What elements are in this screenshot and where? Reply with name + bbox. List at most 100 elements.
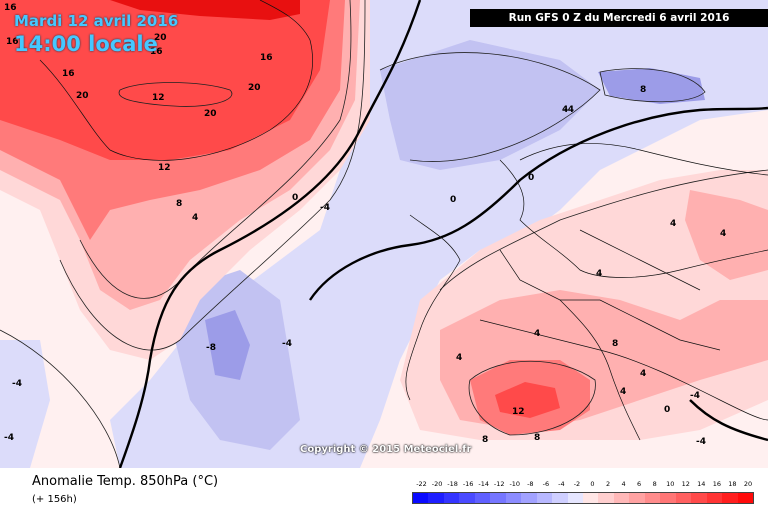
legend-color-swatch: [459, 493, 475, 503]
legend-tick-label: 0: [590, 480, 595, 488]
forecast-time: 14:00 locale: [14, 32, 158, 56]
legend-color-swatch: [474, 493, 491, 503]
contour-label: 12: [152, 93, 165, 103]
legend-color-swatch: [613, 493, 630, 503]
contour-label: 8: [612, 339, 618, 349]
contour-label: 0: [450, 195, 456, 205]
map-canvas: 16 20 16 16 12 20 16 16 20 20 12 8 4 0 -…: [0, 0, 768, 468]
coastlines: [39, 0, 768, 441]
legend-tick-label: 12: [681, 480, 690, 488]
contour-label: 16: [150, 47, 163, 57]
legend-tick-label: -22: [416, 480, 427, 488]
legend-color-swatch: [629, 493, 645, 503]
color-legend: -22 -20 -18 -16 -14 -12 -10 -8 -6 -4 -2 0 2 4 6 8 10 12 14…: [412, 470, 758, 510]
warm-anomaly-east: [685, 190, 768, 280]
legend-tick-label: -16: [462, 480, 474, 488]
map-footer: Anomalie Temp. 850hPa (°C) (+ 156h) -22-…: [0, 468, 768, 512]
legend-color-swatch: [443, 493, 460, 503]
contour-label: 16: [260, 53, 273, 63]
contour-label: -4: [282, 339, 292, 349]
legend-tick-label: -8: [527, 480, 534, 488]
legend-tick-label: -12: [493, 480, 505, 488]
contour-label: 4: [562, 105, 568, 115]
anomaly-contours: [0, 0, 768, 468]
legend-color-swatch: [413, 493, 429, 503]
contour-label: -4: [690, 391, 700, 401]
legend-tick-label: -10: [509, 480, 521, 488]
legend-color-swatch: [722, 493, 738, 503]
contour-label: 4: [534, 329, 540, 339]
contour-label: 8: [176, 199, 182, 209]
legend-tick-label: -18: [447, 480, 458, 488]
warm-anomaly-greenland-core: [0, 0, 330, 160]
forecast-date: Mardi 12 avril 2016: [14, 12, 179, 30]
legend-tick-label: 6: [637, 480, 642, 488]
legend-color-swatch: [521, 493, 537, 503]
contour-label: 20: [76, 91, 89, 101]
contour-label: 12: [158, 163, 171, 173]
contour-label: 4: [596, 269, 602, 279]
contour-label: 16: [6, 37, 19, 47]
legend-tick-label: 14: [697, 480, 706, 488]
legend-color-bar: [412, 492, 754, 504]
legend-color-swatch: [706, 493, 723, 503]
contour-label: 8: [640, 85, 646, 95]
warm-anomaly-greenland-max: [110, 0, 300, 20]
legend-color-swatch: [505, 493, 522, 503]
legend-color-swatch: [567, 493, 583, 503]
legend-color-swatch: [490, 493, 506, 503]
legend-color-swatch: [428, 493, 444, 503]
contour-label: 0: [528, 173, 534, 183]
legend-ticks: -22 -20 -18 -16 -14 -12 -10 -8 -6 -4 -2 0 2 4 6 8 10 12 14…: [412, 480, 754, 490]
legend-tick-label: -4: [558, 480, 565, 488]
legend-tick-label: -2: [573, 480, 581, 488]
legend-color-swatch: [675, 493, 692, 503]
cold-anomaly-atlantic-min: [205, 310, 250, 380]
contour-label: -4: [12, 379, 22, 389]
copyright-notice: Copyright © 2015 Meteociel.fr: [300, 444, 472, 455]
contour-label: 20: [204, 109, 217, 119]
contour-label: 20: [154, 33, 167, 43]
legend-tick-label: 2: [605, 480, 611, 488]
contour-label: 4: [620, 387, 626, 397]
legend-tick-label: 4: [621, 480, 626, 488]
legend-color-swatch: [598, 493, 614, 503]
contour-label: 4: [670, 219, 676, 229]
legend-tick-label: -14: [478, 480, 489, 488]
contour-label: 8: [482, 435, 488, 445]
contour-label: -4: [4, 433, 14, 443]
temperature-anomaly-map: 16 20 16 16 12 20 16 16 20 20 12 8 4 0 -…: [0, 0, 768, 468]
contour-label: -4: [696, 437, 706, 447]
legend-tick-label: 10: [666, 480, 675, 488]
contour-label: 8: [534, 433, 540, 443]
contour-label: 16: [62, 69, 75, 79]
zero-anomaly-line: [118, 0, 768, 468]
legend-color-swatch: [644, 493, 661, 503]
legend-tick-label: -6: [542, 480, 550, 488]
cold-anomaly-arctic: [598, 68, 705, 104]
contour-label: 0: [664, 405, 670, 415]
legend-tick-label: 8: [652, 480, 657, 488]
run-info-banner: Run GFS 0 Z du Mercredi 6 avril 2016: [470, 9, 768, 27]
legend-tick-label: 18: [728, 480, 737, 488]
contour-label: 20: [248, 83, 261, 93]
legend-color-swatch: [536, 493, 553, 503]
variable-title: Anomalie Temp. 850hPa (°C): [32, 474, 219, 489]
contour-label: 4: [456, 353, 462, 363]
contour-label: 12: [512, 407, 525, 417]
legend-tick-label: 16: [712, 480, 721, 488]
lead-time: (+ 156h): [32, 494, 77, 505]
warm-anomaly-mediterranean-core: [495, 382, 560, 418]
legend-color-swatch: [660, 493, 676, 503]
legend-tick-label: -20: [431, 480, 443, 488]
contour-label: -4: [564, 105, 574, 115]
legend-color-swatch: [691, 493, 707, 503]
legend-color-swatch: [737, 493, 753, 503]
contour-label-group: 16 20 16 16 12 20 16 16 20 20 12 8 4 0 -…: [4, 3, 726, 447]
cold-anomaly-west-edge: [0, 340, 50, 468]
contour-label: 4: [192, 213, 198, 223]
contour-label: -4: [320, 203, 330, 213]
cold-anomaly-north: [380, 40, 600, 170]
contour-label: 4: [640, 369, 646, 379]
contour-label: -8: [206, 343, 216, 353]
